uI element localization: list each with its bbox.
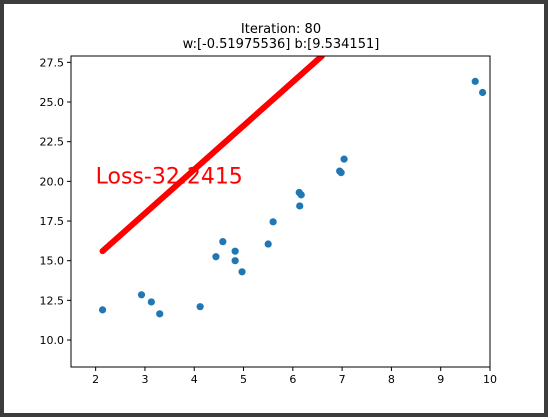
plot-area: 2 3 4 5 6 7 8 9 10 10.0 12.5 15.0 17.5 20.0 22.5 25.0 27… [40, 55, 497, 386]
data-point [269, 218, 277, 226]
loss-annotation: Loss-32.2415 [96, 164, 243, 189]
figure: Iteration: 80 w:[-0.51975536] b:[9.53415… [4, 4, 544, 413]
x-tick-label: 4 [191, 373, 198, 386]
x-tick-label: 10 [483, 373, 497, 386]
axes-frame [70, 55, 491, 368]
data-point [212, 253, 220, 261]
data-point [296, 202, 304, 210]
y-tick-label: 12.5 [40, 294, 65, 307]
x-tick-label: 8 [388, 373, 395, 386]
x-tick-label: 3 [141, 373, 148, 386]
data-point [471, 77, 479, 85]
y-tick-label: 27.5 [40, 56, 65, 69]
data-point [479, 88, 487, 97]
data-point [337, 169, 345, 177]
chart-title: Iteration: 80 [241, 22, 321, 37]
data-point [297, 191, 305, 199]
data-point [219, 238, 227, 246]
y-tick-label: 15.0 [40, 255, 65, 268]
data-point [98, 306, 107, 314]
chart-subtitle: w:[-0.51975536] b:[9.534151] [183, 37, 380, 52]
scatter-chart: Iteration: 80 w:[-0.51975536] b:[9.53415… [40, 22, 498, 386]
y-tick-label: 20.0 [40, 175, 65, 188]
data-point [238, 268, 246, 276]
plot-data-group [98, 56, 487, 318]
x-tick-label: 6 [289, 373, 296, 386]
data-point [147, 298, 155, 306]
data-point [264, 240, 272, 248]
data-point [196, 303, 204, 311]
x-tick-label: 9 [437, 373, 444, 386]
x-tick-label: 5 [240, 373, 247, 386]
data-point [340, 155, 348, 163]
fit-line [99, 56, 325, 255]
y-tick-label: 17.5 [40, 215, 65, 228]
x-tick-label: 7 [339, 373, 346, 386]
data-point [137, 291, 146, 299]
data-point [156, 310, 164, 318]
x-tick-label: 2 [92, 373, 99, 386]
data-point [231, 257, 239, 265]
y-tick-label: 10.0 [40, 334, 65, 347]
data-point [231, 247, 239, 255]
y-tick-label: 25.0 [40, 96, 65, 109]
y-tick-label: 22.5 [40, 136, 65, 149]
